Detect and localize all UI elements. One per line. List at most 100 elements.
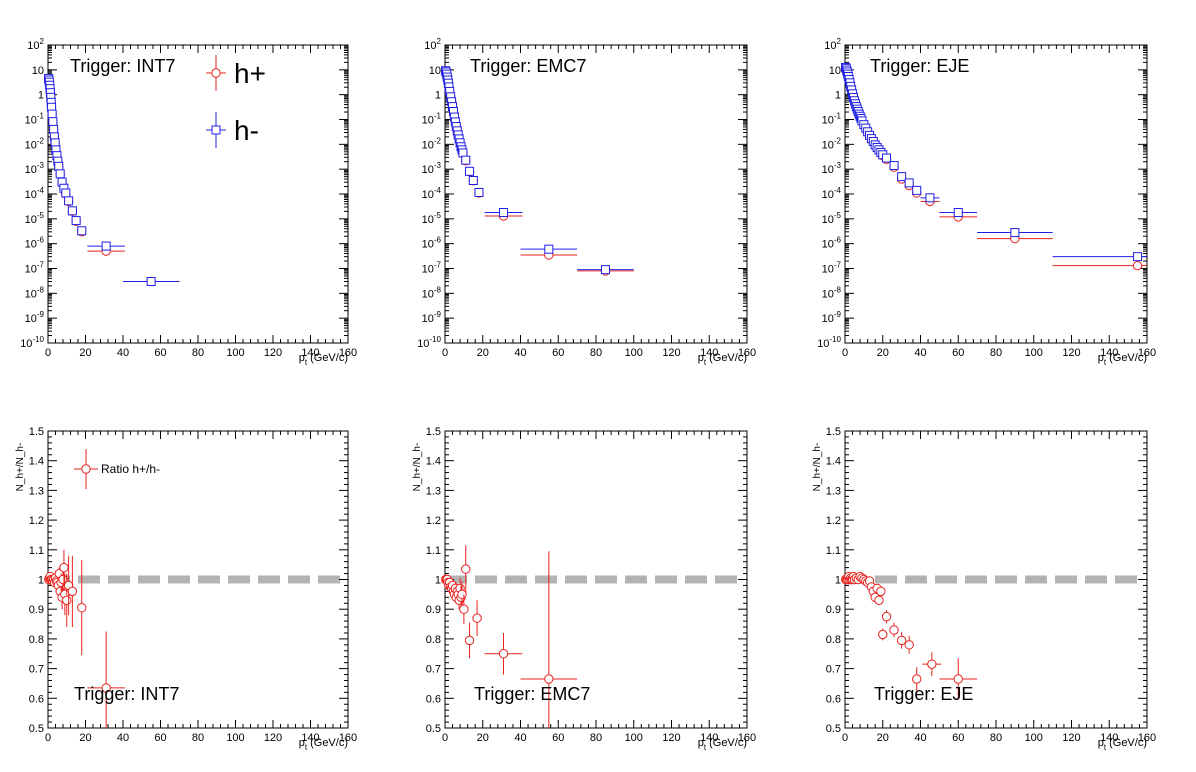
legend-label: h+ [234, 58, 266, 89]
y-tick-label-base: 10 [829, 65, 841, 77]
data-point-square [67, 206, 77, 216]
y-tick-label-base: 10 [822, 239, 834, 251]
y-tick-label-base: 10 [822, 164, 834, 176]
y-tick-label: 102 [824, 37, 841, 52]
x-tick-label: 40 [117, 732, 129, 744]
y-tick-label-base: 1 [38, 90, 44, 102]
x-axis-title-unit: (GeV/c) [310, 352, 348, 364]
x-tick-label: 60 [154, 347, 166, 359]
x-axis-title: pt (GeV/c) [1098, 737, 1147, 752]
y-tick-label: 10-3 [822, 161, 842, 176]
y-tick-label: 0.9 [426, 604, 441, 616]
y-tick-label-base: 10 [822, 139, 834, 151]
y-tick-label-exponent: -10 [32, 335, 44, 344]
y-tick-label: 10-3 [25, 161, 45, 176]
x-axis-title-main: p [1098, 737, 1104, 749]
y-tick-label-base: 10 [422, 115, 434, 127]
y-tick-label-exponent: -6 [37, 236, 45, 245]
y-tick-label-exponent: -9 [37, 310, 45, 319]
y-tick-label-exponent: -9 [834, 310, 842, 319]
data-point-square [474, 187, 484, 197]
y-tick-label: 1.2 [826, 515, 841, 527]
y-tick-label: 10-7 [25, 261, 45, 276]
plot-frame [47, 44, 349, 344]
y-tick-label: 1 [435, 90, 441, 102]
trigger-label: Trigger: EMC7 [470, 56, 586, 76]
data-point-circle [874, 595, 884, 605]
legend-marker-square [211, 125, 221, 135]
y-tick-label: 1 [435, 575, 441, 587]
x-tick-label: 120 [662, 732, 680, 744]
x-tick-label: 0 [442, 347, 448, 359]
x-tick-label: 0 [842, 732, 848, 744]
y-tick-label: 0.6 [29, 693, 44, 705]
x-tick-label: 80 [192, 347, 204, 359]
data-point-circle [472, 613, 482, 623]
y-tick-label: 10-8 [422, 285, 442, 300]
y-tick-label: 10 [32, 65, 44, 77]
y-tick-label-base: 10 [25, 214, 37, 226]
data-point-circle [67, 586, 78, 597]
x-tick-label: 100 [226, 347, 244, 359]
x-tick-label: 20 [477, 732, 489, 744]
trigger-label: Trigger: INT7 [74, 684, 179, 704]
data-point-square [77, 226, 87, 236]
y-tick-label-base: 10 [25, 313, 37, 325]
y-tick-label: 10-9 [822, 310, 842, 325]
y-tick-label-base: 10 [422, 239, 434, 251]
y-tick-label-exponent: -7 [37, 261, 45, 270]
y-tick-label: 1.3 [29, 485, 44, 497]
y-tick-label-base: 10 [25, 189, 37, 201]
y-tick-label: 1.1 [826, 545, 841, 557]
x-tick-label: 20 [477, 347, 489, 359]
trigger-label: Trigger: EMC7 [474, 684, 590, 704]
y-tick-label-base: 10 [20, 338, 32, 350]
x-tick-label: 20 [79, 347, 91, 359]
x-tick-label: 40 [514, 732, 526, 744]
y-tick-label-exponent: 2 [40, 37, 45, 46]
data-point-circle [101, 683, 111, 693]
y-tick-label: 10-9 [422, 310, 442, 325]
y-tick-label: 1 [835, 90, 841, 102]
y-tick-label: 10-9 [25, 310, 45, 325]
y-tick-label: 1.2 [29, 515, 44, 527]
x-tick-label: 140 [700, 732, 718, 744]
y-tick-label: 1.4 [826, 456, 841, 468]
y-tick-label-exponent: -10 [829, 335, 841, 344]
x-tick-label: 60 [952, 732, 964, 744]
y-tick-label-exponent: -6 [834, 236, 842, 245]
y-tick-label-base: 10 [824, 40, 836, 52]
y-tick-label: 1.3 [826, 485, 841, 497]
plot-frame [844, 44, 1148, 344]
x-axis-title-subscript: t [305, 358, 308, 367]
data-point-circle [889, 625, 899, 635]
y-tick-label: 10-6 [822, 236, 842, 251]
data-point-circle [881, 611, 892, 622]
x-tick-label: 100 [625, 347, 643, 359]
x-axis-title-main: p [698, 352, 704, 364]
y-tick-label-exponent: -8 [834, 285, 842, 294]
data-point-circle [459, 604, 469, 614]
legend-marker-circle [211, 68, 221, 78]
y-tick-label-exponent: -2 [434, 136, 442, 145]
data-point-square [889, 161, 899, 171]
spectrum-eje-panel: 0 20 40 60 80 100 120 140 16010-1010-910-810-710… [817, 37, 1156, 367]
data-point-square [47, 109, 57, 119]
data-point-circle [59, 562, 69, 573]
y-tick-label-exponent: -3 [37, 161, 45, 170]
y-tick-label-base: 10 [422, 164, 434, 176]
ratio-eje-panel: 0 20 40 60 80 100 120 140 160 0.5 0.6 0.7 0.8 0.9 1 1.1… [812, 426, 1156, 752]
y-tick-label: 0.9 [826, 604, 841, 616]
x-axis-title: pt (GeV/c) [299, 352, 348, 367]
y-tick-label: 0.7 [29, 664, 44, 676]
x-tick-label: 80 [590, 347, 602, 359]
y-tick-label: 1.5 [826, 426, 841, 438]
data-point-circle [62, 595, 72, 605]
y-tick-label-base: 10 [822, 115, 834, 127]
ratio-series [441, 545, 578, 728]
data-point-circle [77, 603, 87, 613]
legend-entry: h+ [206, 55, 266, 91]
y-tick-label: 10-2 [25, 136, 45, 151]
y-tick-label: 10-3 [422, 161, 442, 176]
y-axis-title: N_h+/N_h- [812, 443, 823, 492]
